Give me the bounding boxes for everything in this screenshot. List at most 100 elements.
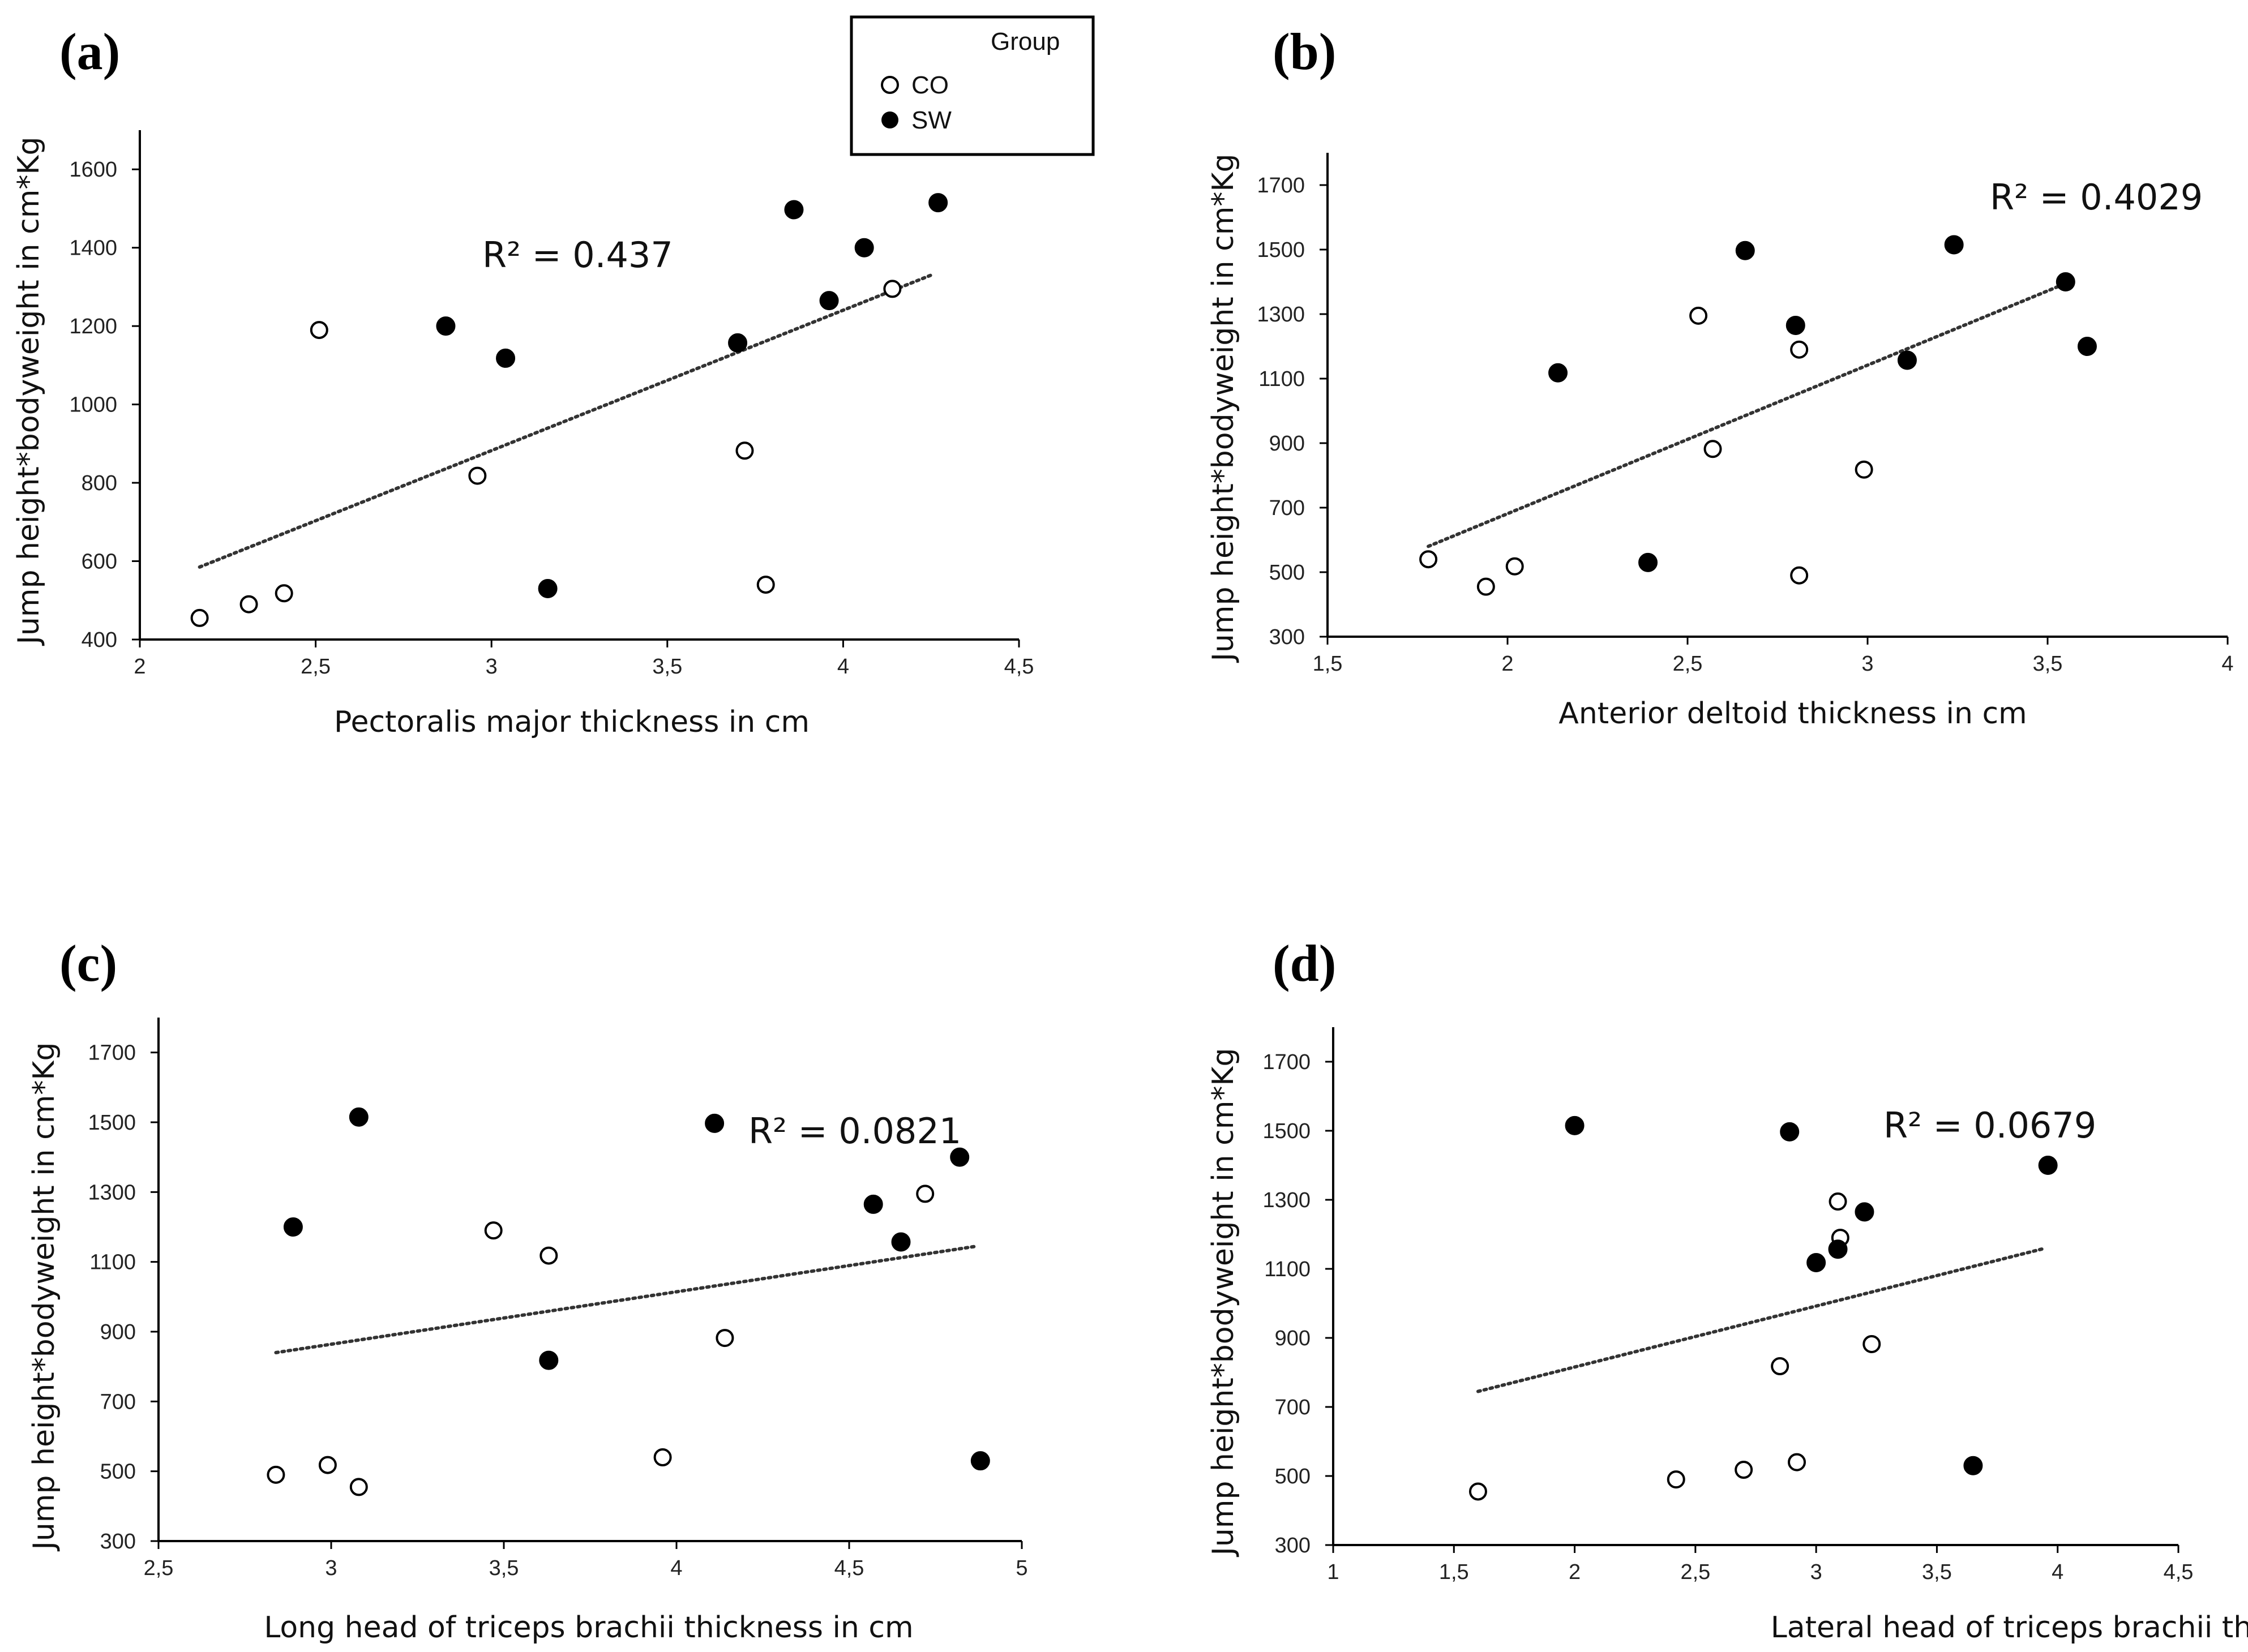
y-tick-label-d: 900 <box>1275 1327 1311 1350</box>
point-sw-a <box>538 579 558 598</box>
point-sw-b <box>2077 337 2097 356</box>
y-tick-label-b: 500 <box>1269 561 1305 585</box>
panel-letter-d: (d) <box>1273 934 1336 992</box>
y-tick-label-d: 1500 <box>1262 1119 1311 1143</box>
point-co-a <box>756 576 775 594</box>
x-tick-label-d: 1 <box>1327 1560 1339 1584</box>
panel-c: (c) R² = 0.0821 Long head of triceps bra… <box>27 934 1028 1645</box>
point-co-b <box>1790 566 1809 585</box>
point-co-a <box>239 595 258 613</box>
point-sw-c <box>970 1451 990 1471</box>
y-tick-label-a: 1200 <box>69 315 117 338</box>
panel-letter-c: (c) <box>59 934 117 992</box>
y-tick-label-b: 1300 <box>1257 303 1305 327</box>
point-sw-d <box>1963 1456 1983 1475</box>
x-tick-label-b: 2,5 <box>1673 652 1703 676</box>
y-tick-label-c: 1300 <box>88 1181 136 1204</box>
x-tick-label-b: 3,5 <box>2033 652 2063 676</box>
x-tick-label-a: 2,5 <box>301 655 331 679</box>
legend-title: Group <box>991 28 1060 55</box>
y-tick-label-b: 900 <box>1269 432 1305 456</box>
point-co-a <box>310 321 328 340</box>
point-co-a <box>468 466 487 485</box>
y-tick-label-a: 1000 <box>69 393 117 417</box>
y-tick-label-c: 900 <box>100 1320 136 1344</box>
y-tick-label-d: 1100 <box>1264 1258 1311 1281</box>
y-tick-label-c: 1100 <box>89 1251 136 1275</box>
y-tick-label-a: 800 <box>82 471 117 495</box>
point-sw-b <box>2056 272 2075 291</box>
y-tick-label-a: 600 <box>82 550 117 574</box>
y-tick-label-a: 1600 <box>69 158 117 182</box>
y-tick-label-c: 1700 <box>88 1041 136 1065</box>
trendline-d <box>1476 1246 2048 1393</box>
r2-label-d: R² = 0.0679 <box>1883 1105 2096 1146</box>
trendline-a <box>198 273 933 569</box>
panel-letter-a: (a) <box>59 23 120 80</box>
point-sw-b <box>1735 241 1755 260</box>
x-tick-label-b: 3 <box>1861 652 1873 676</box>
x-tick-label-c: 2,5 <box>144 1556 174 1580</box>
point-co-c <box>349 1478 368 1496</box>
y-axis-title-b: Jump height*bodyweight in cm*Kg <box>1206 154 1240 663</box>
point-sw-d <box>1806 1253 1826 1273</box>
y-tick-label-d: 300 <box>1275 1534 1311 1557</box>
point-co-b <box>1689 306 1708 325</box>
point-sw-a <box>436 316 456 336</box>
trendline-b <box>1427 281 2067 548</box>
point-co-a <box>883 280 902 298</box>
panel-d: (d) R² = 0.0679 Lateral head of triceps … <box>1206 934 2248 1645</box>
x-tick-label-d: 2 <box>1569 1560 1581 1584</box>
point-co-c <box>318 1456 337 1474</box>
point-sw-b <box>1548 363 1568 383</box>
point-co-b <box>1476 577 1495 596</box>
point-sw-b <box>1944 235 1964 255</box>
point-co-c <box>484 1221 503 1240</box>
y-tick-label-d: 700 <box>1275 1396 1311 1419</box>
point-sw-c <box>283 1217 303 1237</box>
x-tick-label-c: 5 <box>1016 1556 1027 1580</box>
point-sw-a <box>496 348 516 368</box>
point-co-c <box>267 1465 285 1484</box>
y-tick-label-b: 700 <box>1269 496 1305 520</box>
point-sw-d <box>1780 1122 1800 1142</box>
y-tick-label-a: 1400 <box>69 237 117 260</box>
point-sw-b <box>1897 350 1917 370</box>
point-co-c <box>916 1185 935 1203</box>
x-tick-label-d: 3 <box>1810 1560 1822 1584</box>
y-axis-title-c: Jump height*bodyweight in cm*Kg <box>27 1042 61 1552</box>
point-co-b <box>1703 440 1722 458</box>
y-axis-title-a: Jump height*bodyweight in cm*Kg <box>12 137 46 646</box>
x-tick-label-d: 3,5 <box>1922 1560 1952 1584</box>
y-tick-label-b: 300 <box>1269 625 1305 649</box>
y-tick-label-d: 500 <box>1275 1465 1311 1488</box>
r2-label-c: R² = 0.0821 <box>748 1110 961 1152</box>
y-tick-label-d: 1700 <box>1262 1050 1311 1074</box>
x-tick-label-a: 4 <box>837 655 849 679</box>
point-co-c <box>716 1329 734 1348</box>
x-tick-label-a: 4,5 <box>1004 655 1034 679</box>
x-tick-label-d: 4,5 <box>2164 1560 2194 1584</box>
r2-label-a: R² = 0.437 <box>482 234 673 276</box>
point-co-b <box>1855 460 1873 479</box>
y-tick-label-c: 700 <box>100 1390 136 1414</box>
y-axis-title-d: Jump height*bodyweight in cm*Kg <box>1206 1048 1240 1557</box>
legend: Group CO SW <box>850 15 1095 156</box>
y-tick-label-c: 300 <box>100 1530 136 1554</box>
x-tick-label-d: 4 <box>2052 1560 2063 1584</box>
x-tick-label-b: 2 <box>1501 652 1513 676</box>
point-co-d <box>1667 1470 1685 1489</box>
y-tick-label-b: 1500 <box>1257 238 1305 262</box>
y-tick-label-b: 1100 <box>1258 367 1305 391</box>
point-co-c <box>539 1246 558 1265</box>
x-tick-label-b: 4 <box>2221 652 2233 676</box>
point-co-a <box>735 441 754 460</box>
legend-co-marker <box>881 76 899 94</box>
legend-co-label: CO <box>911 71 949 99</box>
point-sw-d <box>2038 1156 2058 1175</box>
point-co-b <box>1419 550 1438 569</box>
x-tick-label-a: 3 <box>486 655 498 679</box>
legend-sw-label: SW <box>911 106 952 134</box>
panel-a: (a) R² = 0.437 Pectoralis major thicknes… <box>12 23 1034 739</box>
point-co-d <box>1788 1453 1806 1471</box>
